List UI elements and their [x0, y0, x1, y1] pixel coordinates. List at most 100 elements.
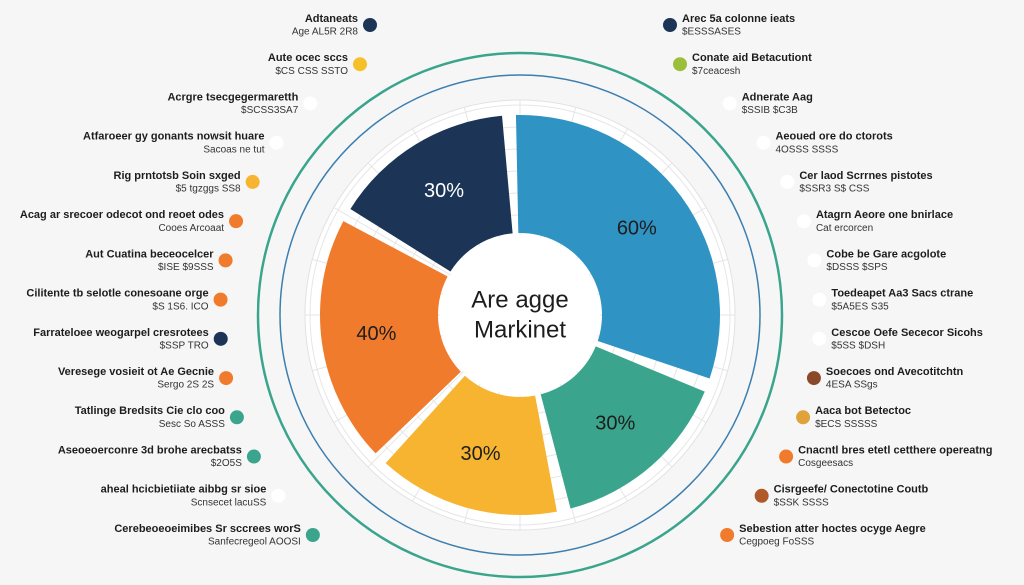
label-sub: Sergo 2S 2S	[157, 380, 214, 391]
pie-segment	[320, 221, 461, 454]
label-dot	[812, 331, 827, 346]
label-title: Sebestion atter hoctes ocyge Aegre	[739, 523, 926, 535]
label-dot	[213, 331, 228, 346]
label-dot	[219, 371, 234, 386]
label-title: Atagrn Aeore one bnirlace	[816, 209, 953, 221]
label-title: Farrateloee weogarpel cresrotees	[33, 327, 208, 339]
label-sub: $2O5S	[211, 458, 242, 469]
label-sub: Scnsecet lacuSS	[191, 497, 267, 508]
label-sub: Sanfecregeol AOOSI	[208, 537, 301, 548]
label-dot	[271, 488, 286, 503]
label-title: Adnerate Aag	[742, 91, 813, 103]
label-dot	[807, 253, 822, 268]
label-sub: $ECS SSSSS	[815, 419, 878, 430]
label-sub: Cosgeesacs	[798, 458, 853, 469]
value-label: 30%	[424, 180, 464, 202]
label-sub: $CS CSS SSTO	[275, 66, 348, 77]
label-dot	[780, 174, 795, 189]
label-dot	[229, 410, 244, 425]
label-title: Aut Cuatina beceocelcer	[85, 248, 214, 260]
value-label: 30%	[595, 413, 635, 435]
label-dot	[213, 292, 228, 307]
label-dot	[779, 449, 794, 464]
label-dot	[756, 135, 771, 150]
label-dot	[812, 292, 827, 307]
label-dot	[229, 214, 244, 229]
label-title: Acrgre tsecgegermaretth	[167, 91, 298, 103]
label-dot	[352, 57, 367, 72]
label-dot	[722, 96, 737, 111]
label-sub: $SSR3 S$ CSS	[799, 184, 869, 195]
label-title: Conate aid Betacutiont	[692, 52, 812, 64]
label-dot	[363, 18, 377, 32]
label-title: aheal hcicbietiiate aibbg sr sioe	[101, 484, 267, 496]
label-dot	[218, 253, 233, 268]
label-dot	[673, 57, 688, 72]
pie-segment	[515, 115, 720, 379]
label-sub: Cat ercorcen	[816, 223, 873, 234]
inner-ring	[279, 74, 761, 556]
label-title: Cnacntl bres etetl cetthere opereatng	[798, 444, 992, 456]
label-title: Cescoe Oefe Sececor Sicohs	[831, 327, 983, 339]
label-title: Adtaneats	[305, 13, 358, 25]
label-title: Atfaroeer gy gonants nowsit huare	[83, 131, 265, 143]
label-sub: $SSP TRO	[160, 340, 209, 351]
pie-segment	[350, 115, 513, 272]
outer-ring	[256, 51, 784, 579]
label-dot	[269, 135, 284, 150]
label-dot	[305, 528, 320, 542]
label-title: Aute ocec sccs	[268, 52, 348, 64]
label-dot	[303, 96, 318, 111]
value-label: 60%	[617, 217, 657, 239]
label-title: Tatlinge Bredsits Cie clo coo	[75, 405, 225, 417]
label-title: Cerebeoeoeimibes Sr sccrees worS	[114, 523, 300, 535]
label-title: Soecoes ond Avecotitchtn	[826, 366, 964, 378]
label-title: Rig prntotsb Soin sxged	[114, 170, 241, 182]
label-title: Veresege vosieit ot Ae Gecnie	[58, 366, 214, 378]
label-dot	[720, 528, 735, 542]
label-sub: $5SS $DSH	[831, 340, 885, 351]
label-title: Cer laod Scrrnes pistotes	[799, 170, 932, 182]
label-sub: 4ESA SSgs	[826, 380, 878, 391]
label-sub: $SCSS3SA7	[241, 105, 299, 116]
center-title: Markinet	[474, 316, 566, 343]
label-title: Toedeapet Aa3 Sacs ctrane	[831, 288, 973, 300]
center-disc	[440, 235, 600, 395]
label-sub: $SSIB $C3B	[742, 105, 798, 116]
pie-segment	[540, 346, 705, 509]
label-sub: $7ceacesh	[692, 66, 740, 77]
label-sub: $ISE $9SSS	[158, 262, 214, 273]
label-title: Arec 5a colonne ieats	[682, 13, 795, 25]
pie-segment	[385, 375, 557, 515]
label-sub: Cegpoeg FoSSS	[739, 537, 814, 548]
label-dot	[796, 410, 811, 425]
label-sub: Sesc So ASSS	[159, 419, 225, 430]
label-dot	[246, 449, 261, 464]
center-title: Are agge	[471, 286, 568, 313]
label-sub: $ESSSASES	[682, 27, 741, 38]
label-sub: $S 1S6. ICO	[152, 301, 208, 312]
label-sub: $5A5ES S35	[831, 301, 889, 312]
label-sub: $DSSS $SPS	[826, 262, 887, 273]
label-title: Aeoued ore do ctorots	[775, 131, 892, 143]
label-title: Aaca bot Betectoc	[815, 405, 911, 417]
value-label: 40%	[356, 323, 396, 345]
label-sub: 4OSSS SSSS	[775, 144, 838, 155]
label-sub: Sacoas ne tut	[203, 144, 264, 155]
label-title: Aseoeoerconre 3d brohe arecbatss	[58, 444, 242, 456]
label-dot	[245, 174, 260, 189]
label-sub: $SSK SSSS	[774, 497, 829, 508]
label-sub: Age AL5R 2R8	[292, 27, 359, 38]
label-sub: $5 tgzggs SS8	[176, 184, 241, 195]
label-dot	[754, 488, 769, 503]
value-label: 30%	[461, 443, 501, 465]
label-title: Cilitente tb selotle conesoane orge	[26, 288, 208, 300]
label-title: Cobe be Gare acgolote	[826, 248, 946, 260]
label-dot	[663, 18, 677, 32]
label-dot	[796, 214, 811, 229]
label-title: Cisrgeefe/ Conectotine Coutb	[774, 484, 929, 496]
label-title: Acag ar srecoer odecot ond reoet odes	[20, 209, 224, 221]
label-dot	[806, 371, 821, 386]
label-sub: Cooes Arcoaat	[158, 223, 224, 234]
